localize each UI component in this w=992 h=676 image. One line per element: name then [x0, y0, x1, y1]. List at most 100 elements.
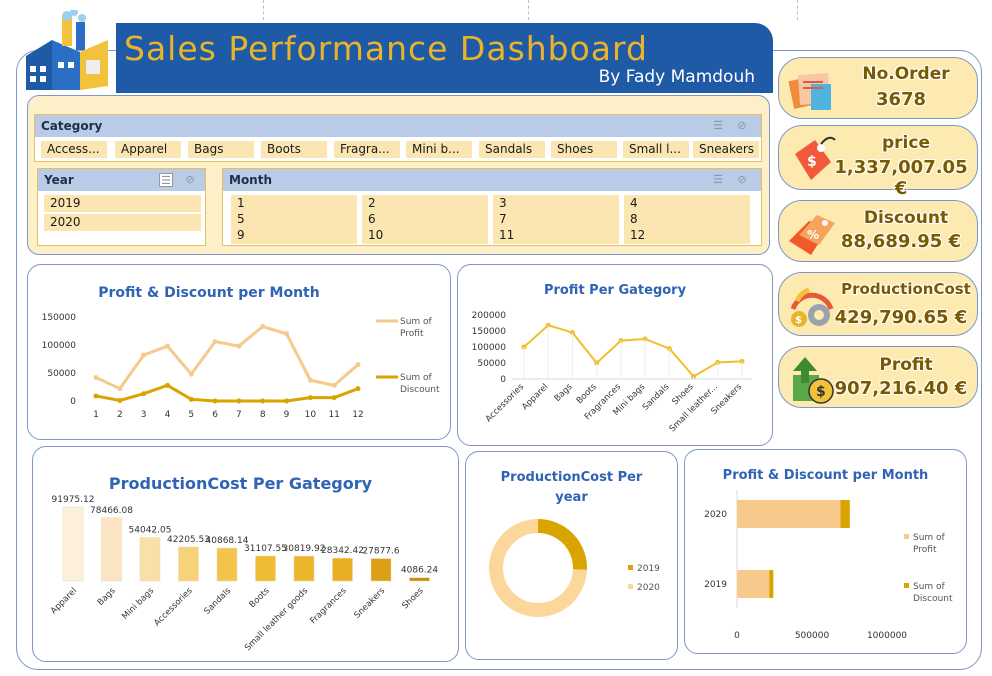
donut-slice [489, 519, 587, 617]
multi-select-icon[interactable]: ☰ [713, 120, 723, 132]
data-point [284, 398, 290, 404]
data-point [307, 395, 313, 401]
month-chip[interactable]: 8 [624, 211, 750, 228]
kpi-label: Discount [863, 208, 949, 228]
year-chip[interactable]: 2019 [44, 195, 201, 212]
data-label: 31107.55 [244, 544, 287, 554]
legend-label: Profit [400, 329, 424, 339]
bar-segment [840, 500, 850, 528]
sheet-gridline [528, 0, 529, 20]
data-label: 30819.92 [283, 544, 326, 554]
clear-filter-icon[interactable]: ⊘ [737, 120, 747, 132]
legend-label: Discount [400, 385, 440, 395]
year-chip[interactable]: 2020 [44, 214, 201, 231]
month-chip[interactable]: 3 [493, 195, 619, 212]
bar [332, 557, 353, 582]
y-tick-label: 0 [500, 375, 506, 385]
kpi-label: ProductionCost [841, 280, 971, 298]
bar [101, 517, 122, 582]
series-line [95, 383, 359, 403]
legend-swatch [904, 534, 909, 539]
category-chip[interactable]: Sandals [479, 141, 545, 158]
month-chip[interactable]: 6 [362, 211, 488, 228]
production-cost-year-chart: 2019 2020 [489, 519, 660, 617]
x-tick-label: 8 [260, 410, 266, 420]
data-point [331, 382, 337, 388]
month-chip[interactable]: 1 [231, 195, 357, 212]
month-slicer: Month ☰ ⊘ 1 2 3 4 5 6 7 8 9 10 11 12 [222, 168, 762, 246]
kpi-card-profit: $ Profit 907,216.40 € [778, 346, 978, 408]
category-chip[interactable]: Small l... [623, 141, 689, 158]
data-point [93, 374, 99, 380]
category-chip[interactable]: Boots [261, 141, 327, 158]
month-chip[interactable]: 5 [231, 211, 357, 228]
month-chip[interactable]: 2 [362, 195, 488, 212]
data-point [164, 382, 170, 388]
data-label: 40868.14 [206, 536, 249, 546]
profit-discount-month-panel: Profit & Discount per Month 150000 100000… [27, 264, 451, 440]
kpi-card-price: $ price 1,337,007.05 € [778, 125, 978, 199]
data-point [355, 362, 361, 368]
multi-select-icon[interactable]: ☰ [159, 173, 173, 187]
author-subtitle: By Fady Mamdouh [598, 67, 755, 87]
x-tick-label: 0 [734, 631, 740, 641]
multi-select-icon[interactable]: ☰ [713, 174, 723, 186]
data-point [141, 352, 147, 358]
month-chip[interactable]: 10 [362, 227, 488, 244]
data-point [93, 393, 99, 399]
kpi-value: 429,790.65 € [834, 307, 968, 328]
y-tick-label: 100000 [472, 343, 507, 353]
clear-filter-icon[interactable]: ⊘ [737, 174, 747, 186]
bar [178, 546, 199, 582]
data-point [212, 339, 218, 345]
kpi-label: Profit [879, 355, 933, 375]
month-slicer-title: Month [223, 169, 761, 191]
svg-text:$: $ [795, 315, 802, 326]
production-cost-year-panel: ProductionCost Per year 2019 2020 [465, 451, 678, 660]
year-slicer: Year ☰ ⊘ 2019 2020 [37, 168, 206, 246]
x-tick-label: Shoes [400, 586, 426, 612]
chart-title: Profit & Discount per Month [722, 468, 929, 483]
category-chip[interactable]: Bags [188, 141, 254, 158]
month-chip[interactable]: 4 [624, 195, 750, 212]
x-tick-label: Small leather goods [243, 586, 310, 653]
month-chip[interactable]: 9 [231, 227, 357, 244]
x-tick-label: 12 [352, 410, 363, 420]
legend-label: Discount [913, 594, 953, 604]
legend-swatch [904, 583, 909, 588]
legend-swatch [628, 584, 633, 589]
clear-filter-icon[interactable]: ⊘ [185, 174, 195, 186]
x-tick-label: Sneakers [352, 586, 387, 621]
category-chip[interactable]: Fragra... [334, 141, 400, 158]
sheet-gridline [797, 0, 798, 20]
month-chip[interactable]: 7 [493, 211, 619, 228]
month-chip[interactable]: 12 [624, 227, 750, 244]
chart-title: ProductionCost Per year [500, 470, 643, 505]
month-chip[interactable]: 11 [493, 227, 619, 244]
kpi-value: 1,337,007.05 € [834, 157, 968, 199]
category-chip[interactable]: Apparel [115, 141, 181, 158]
data-label: 54042.05 [129, 526, 172, 536]
x-tick-label: 1000000 [867, 631, 907, 641]
kpi-card-discount: % Discount 88,689.95 € [778, 200, 978, 262]
price-tag-icon: $ [795, 136, 836, 180]
legend-label: Sum of [913, 582, 946, 592]
category-chip[interactable]: Mini b... [406, 141, 472, 158]
x-tick-label: Accessories [484, 382, 527, 425]
production-cost-category-panel: ProductionCost Per Gategory 91975.12 Appa… [32, 446, 459, 662]
production-cost-category-chart: 91975.12 Apparel 78466.08 Bags 54042.05 Mini … [49, 495, 438, 653]
kpi-card-production-cost: $ ProductionCost 429,790.65 € [778, 272, 978, 336]
category-chip[interactable]: Sneakers [693, 141, 759, 158]
x-tick-label: 1 [93, 410, 99, 420]
x-tick-label: Apparel [520, 382, 550, 412]
category-chip[interactable]: Access... [41, 141, 107, 158]
legend-label: Sum of [400, 373, 433, 383]
header-banner: Sales Performance Dashboard By Fady Mamd… [116, 23, 773, 93]
bar [370, 558, 392, 582]
category-chip[interactable]: Shoes [551, 141, 617, 158]
data-point [307, 377, 313, 383]
category-slicer-title: Category [35, 115, 761, 137]
kpi-value: 88,689.95 € [840, 231, 962, 252]
legend-label: Sum of [913, 533, 946, 543]
